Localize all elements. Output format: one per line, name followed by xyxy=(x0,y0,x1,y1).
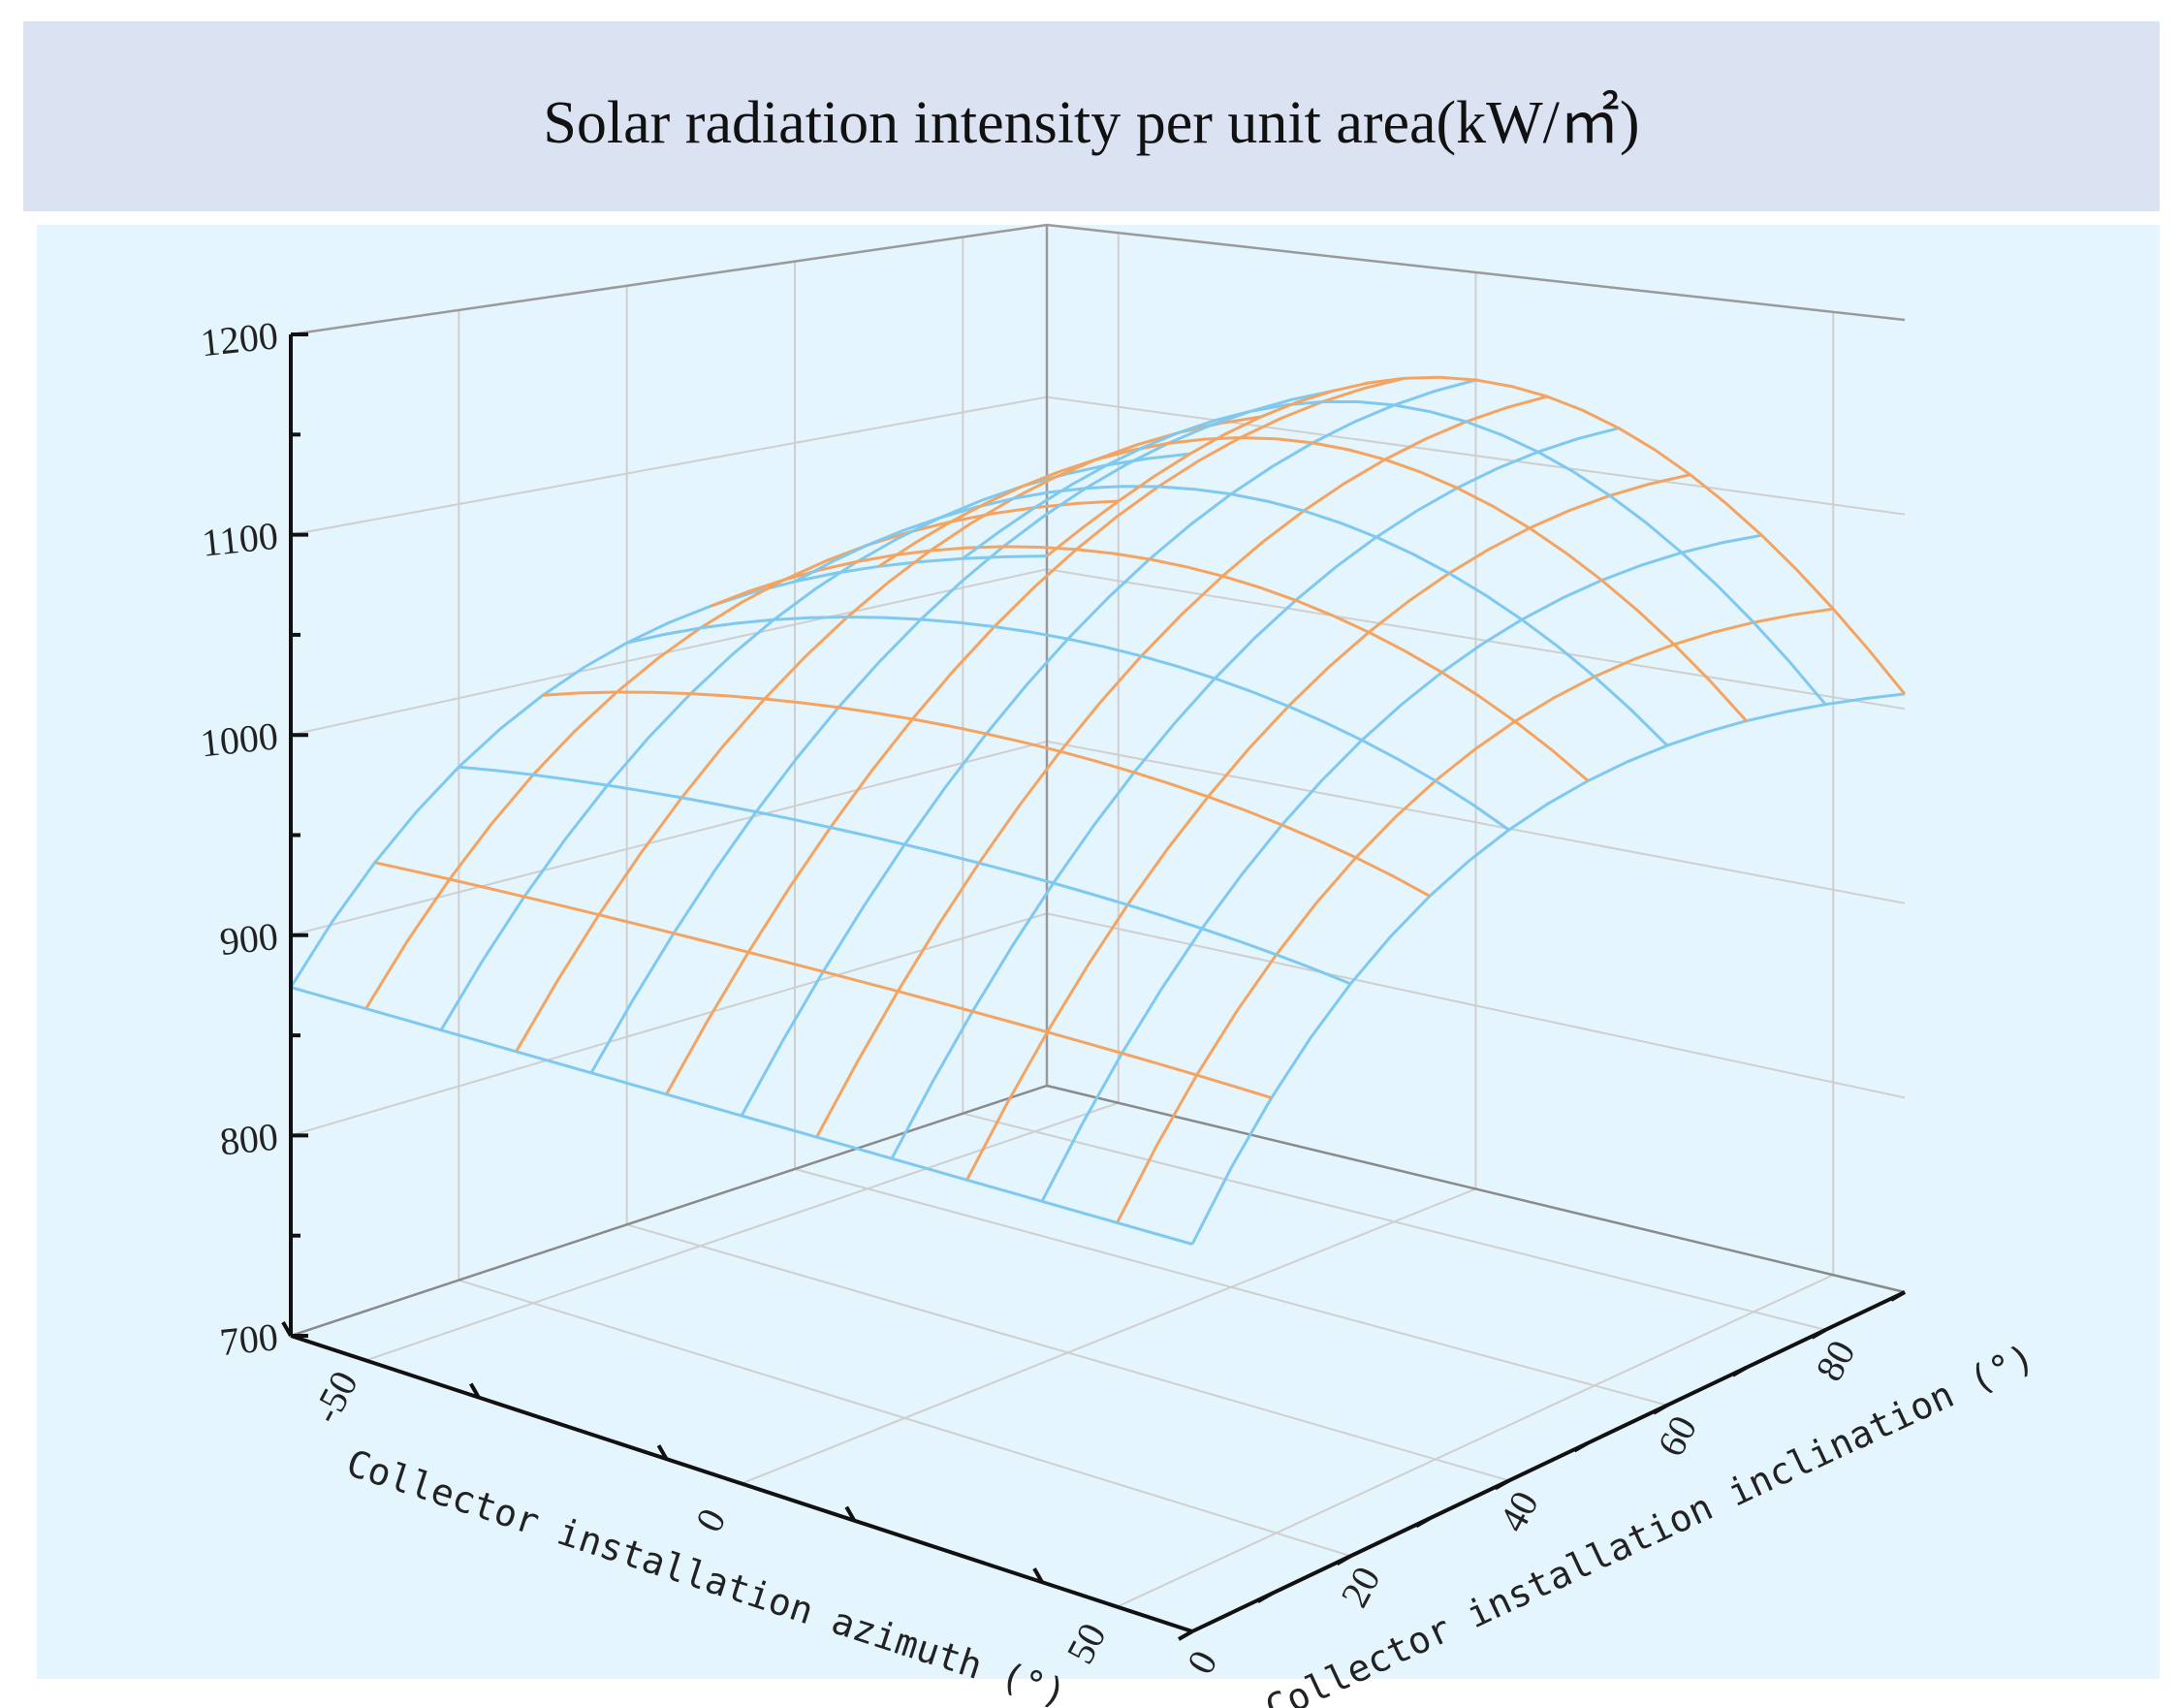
z-tick-label: 700 xyxy=(218,1314,280,1364)
inclination-axis-tick xyxy=(1415,1516,1431,1529)
inclination-axis-tick xyxy=(1811,1328,1827,1340)
inclination-axis-tick xyxy=(1573,1440,1590,1453)
surface-line-azimuth xyxy=(289,554,1048,989)
wall-grid-z-left xyxy=(290,912,1048,1137)
inclination-axis-tick xyxy=(1653,1403,1668,1415)
azimuth-tick-label: -50 xyxy=(303,1364,366,1430)
azimuth-axis-tick xyxy=(1032,1567,1044,1584)
inclination-axis-tick xyxy=(1890,1290,1906,1302)
surface-line-inclination xyxy=(794,485,1669,747)
surface-line-azimuth xyxy=(740,378,1476,1117)
surface-line-azimuth xyxy=(1040,533,1762,1202)
title-band: Solar radiation intensity per unit area(… xyxy=(23,21,2160,211)
floor-grid-az xyxy=(365,1101,1120,1362)
surface-line-azimuth xyxy=(665,376,1406,1095)
surface-line-inclination xyxy=(877,436,1748,722)
z-tick-label: 1200 xyxy=(199,313,280,364)
floor-grid-az xyxy=(1117,1274,1834,1608)
chart-axes xyxy=(281,332,1906,1641)
surface-line-azimuth xyxy=(439,452,1190,1031)
surface-line-inclination xyxy=(290,986,1193,1246)
surface-line-azimuth xyxy=(515,415,1262,1053)
floor-back-right-edge xyxy=(1046,1084,1906,1294)
inclination-axis-tick xyxy=(1256,1592,1273,1603)
inclination-tick-label: 60 xyxy=(1649,1408,1706,1463)
surface-line-azimuth xyxy=(589,389,1334,1074)
surface-line-azimuth xyxy=(364,499,1119,1010)
surface-line-inclination xyxy=(374,861,1273,1100)
surface-mesh xyxy=(289,375,1907,1246)
inclination-tick-label: 40 xyxy=(1490,1484,1547,1538)
inclination-axis-tick xyxy=(1731,1366,1748,1377)
inclination-axis-title: Collector installation inclination (°) xyxy=(1259,1336,2041,1708)
inclination-tick-label: 20 xyxy=(1332,1560,1389,1614)
azimuth-axis-tick xyxy=(844,1505,856,1522)
floor-back-left-edge xyxy=(290,1084,1048,1338)
top-right-edge xyxy=(1046,223,1906,322)
surface-line-inclination xyxy=(626,616,1510,832)
wall-grid-z-left xyxy=(290,740,1048,936)
z-tick-label: 900 xyxy=(218,914,280,964)
surface-line-inclination xyxy=(1046,375,1907,695)
azimuth-tick-label: 0 xyxy=(687,1502,735,1539)
inclination-axis-tick xyxy=(1336,1554,1352,1566)
surface-line-azimuth xyxy=(1190,692,1906,1246)
surface-line-inclination xyxy=(542,690,1431,898)
inclination-tick-label: 80 xyxy=(1807,1333,1864,1387)
inclination-axis-line xyxy=(1191,1290,1906,1633)
inclination-tick-label: 0 xyxy=(1179,1643,1226,1681)
z-tick-label: 1100 xyxy=(200,514,280,565)
surface-line-azimuth xyxy=(890,427,1620,1159)
surface-line-azimuth xyxy=(1116,607,1834,1224)
surface-line-inclination xyxy=(458,765,1351,986)
inclination-axis-tick xyxy=(1178,1629,1193,1641)
surface-line-inclination xyxy=(962,400,1827,706)
wall-grid-z-left xyxy=(290,395,1048,536)
z-tick-label: 800 xyxy=(218,1115,280,1164)
surface-line-azimuth xyxy=(815,395,1548,1138)
chart-title: Solar radiation intensity per unit area(… xyxy=(543,90,1640,156)
azimuth-axis-tick xyxy=(281,1321,293,1337)
surface-line-inclination xyxy=(710,545,1590,782)
top-left-edge xyxy=(290,223,1048,336)
azimuth-tick-label: 50 xyxy=(1058,1616,1115,1670)
floor-grid-az xyxy=(741,1187,1476,1485)
azimuth-axis-title: Collector installation azimuth (°) xyxy=(341,1441,1071,1708)
z-tick-label: 1000 xyxy=(199,713,280,765)
azimuth-axis-tick xyxy=(656,1444,669,1461)
inclination-axis-tick xyxy=(1494,1478,1510,1491)
surface-line-azimuth xyxy=(965,473,1691,1181)
azimuth-axis-tick xyxy=(469,1382,481,1399)
